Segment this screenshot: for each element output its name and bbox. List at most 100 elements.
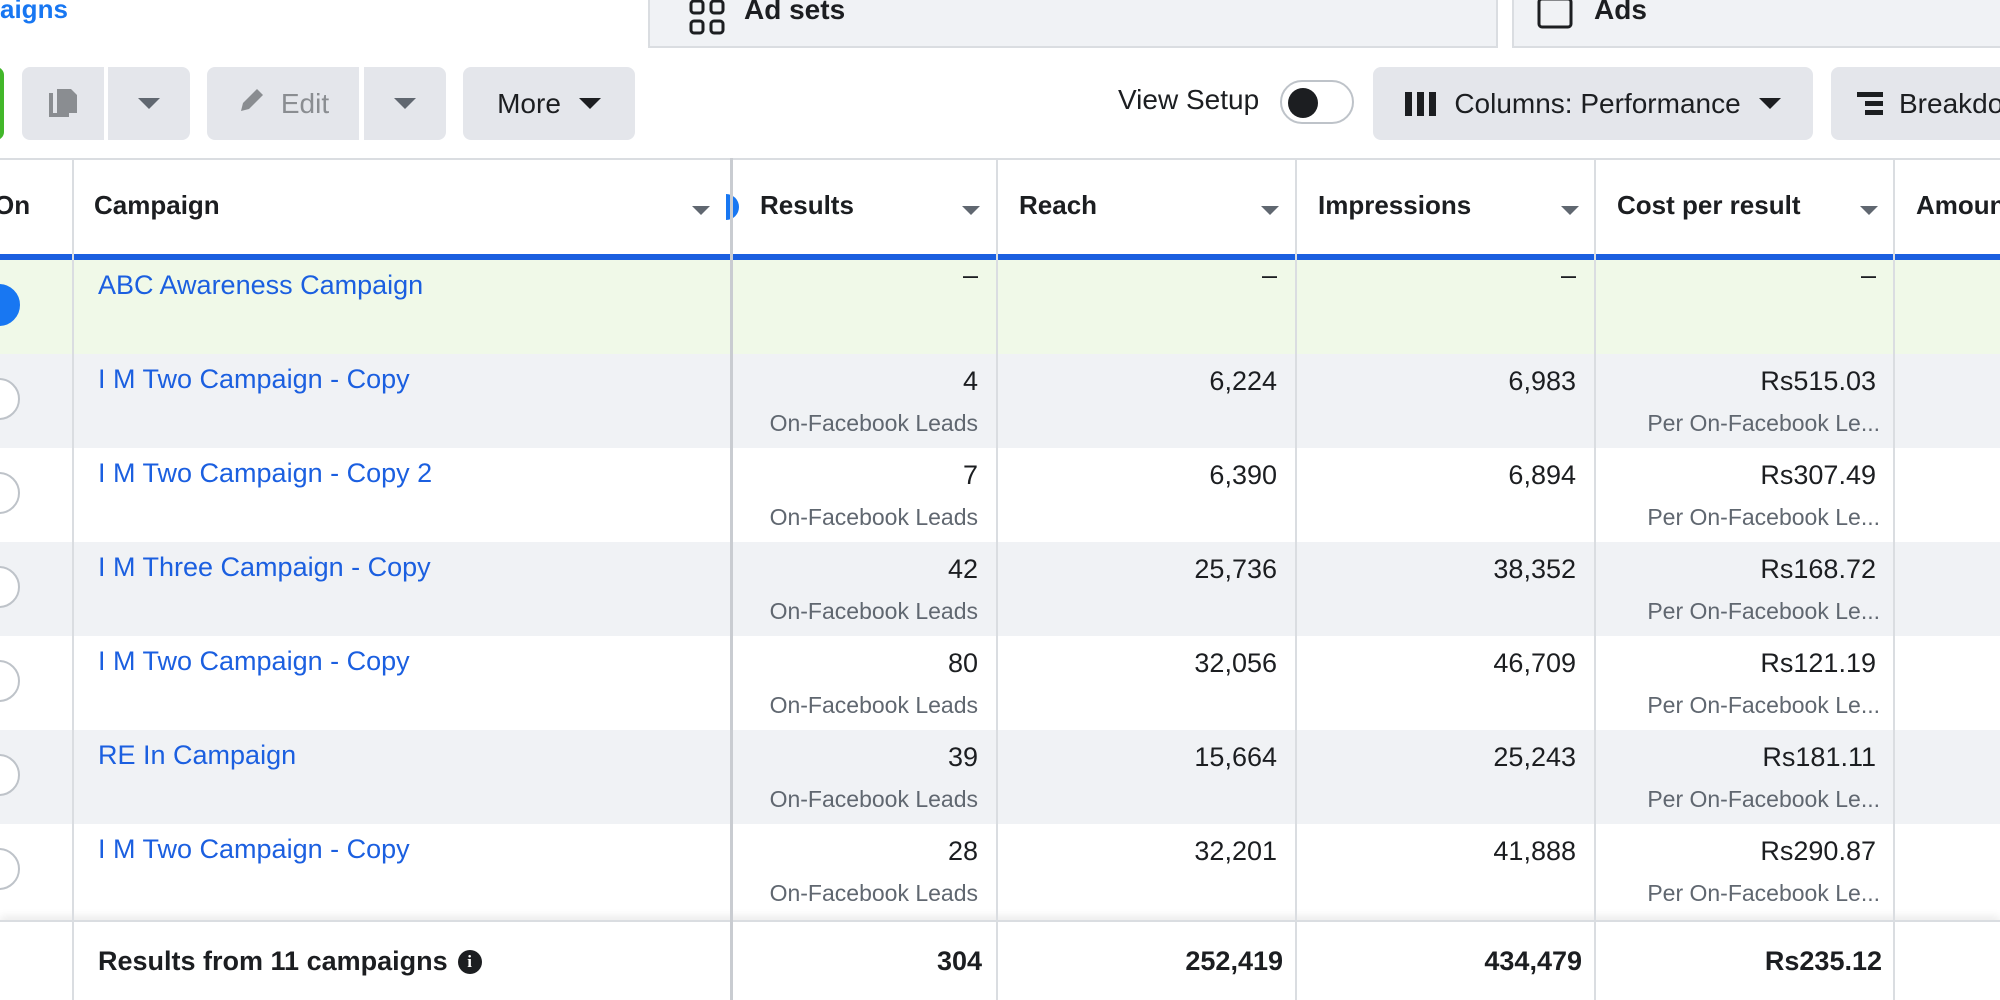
cost-type-label: Per On-Facebook Le... [1647,692,1880,718]
tab-campaigns[interactable]: aigns [0,0,68,24]
chevron-down-icon [394,98,416,109]
cost-per-result-value: Rs290.87 [1760,836,1876,866]
table-row[interactable]: I M Two Campaign - Copy 28 32,201 41,888 Rs2… [0,824,2000,918]
breakdown-button[interactable]: Breakdo [1831,67,2000,140]
campaign-name-link[interactable]: ABC Awareness Campaign [98,270,424,300]
tab-ad-sets[interactable]: Ad sets [648,0,1498,48]
footer-reach: 252,419 [1185,946,1283,976]
ads-icon [1536,0,1574,35]
campaign-name-link[interactable]: I M Two Campaign - Copy 2 [98,458,433,488]
footer-impressions: 434,479 [1484,946,1582,976]
tab-ads-label: Ads [1594,0,1647,25]
campaign-toggle[interactable] [0,566,20,608]
column-header-reach[interactable]: Reach [1019,190,1098,220]
column-header-cost-per-result[interactable]: Cost per result [1617,190,1801,220]
campaign-name-link[interactable]: RE In Campaign [98,740,297,770]
sort-caret-icon[interactable] [1261,206,1279,215]
results-value: 28 [947,836,978,866]
results-value: 39 [947,742,978,772]
campaigns-table: On Campaign Results Reach Impressions Co… [0,158,2000,1000]
campaign-name-link[interactable]: I M Two Campaign - Copy [98,646,410,676]
edit-label: Edit [280,87,330,119]
results-type-label: On-Facebook Leads [769,410,978,436]
duplicate-button[interactable] [22,67,104,140]
edit-dropdown-button[interactable] [364,67,446,140]
reach-value: 32,201 [1194,836,1277,866]
footer-summary: Results from 11 campaigns i [98,946,482,977]
footer-cost-per-result: Rs235.12 [1764,946,1882,976]
table-row[interactable]: RE In Campaign 39 15,664 25,243 Rs181.11 On-F… [0,730,2000,824]
view-setup-toggle[interactable] [1280,80,1354,124]
column-header-results[interactable]: Results [760,190,854,220]
columns-button[interactable]: Columns: Performance [1373,67,1813,140]
sort-caret-icon[interactable] [962,206,980,215]
table-row[interactable]: I M Two Campaign - Copy 4 6,224 6,983 Rs515.… [0,354,2000,448]
cost-per-result-value: Rs121.19 [1760,648,1876,678]
results-type-label: On-Facebook Leads [769,786,978,812]
duplicate-icon [45,83,81,124]
column-header-impressions[interactable]: Impressions [1318,190,1472,220]
results-type-label: On-Facebook Leads [769,692,978,718]
table-row[interactable]: I M Three Campaign - Copy 42 25,736 38,352 R… [0,542,2000,636]
cost-type-label: Per On-Facebook Le... [1647,598,1880,624]
cost-per-result-value: Rs168.72 [1760,554,1876,584]
cost-type-label: Per On-Facebook Le... [1647,880,1880,906]
table-footer [0,920,2000,1000]
table-row[interactable]: I M Two Campaign - Copy 2 7 6,390 6,894 Rs30… [0,448,2000,542]
cost-type-label: Per On-Facebook Le... [1647,786,1880,812]
footer-title: Results from 11 campaigns [98,946,448,976]
view-setup-label: View Setup [1118,84,1260,115]
sort-caret-icon[interactable] [692,206,710,215]
column-divider [1295,158,1297,1000]
duplicate-dropdown-button[interactable] [108,67,190,140]
column-divider [996,158,998,1000]
results-type-label: On-Facebook Leads [769,598,978,624]
breakdown-label: Breakdo [1899,87,2000,119]
campaign-name-link[interactable]: I M Two Campaign - Copy [98,364,410,394]
campaign-toggle[interactable] [0,660,20,702]
column-divider [730,158,733,1000]
results-value: 7 [962,460,978,490]
sort-caret-icon[interactable] [1561,206,1579,215]
reach-value: 6,390 [1209,460,1277,490]
campaign-name-link[interactable]: I M Three Campaign - Copy [98,552,431,582]
info-icon[interactable]: i [457,949,482,974]
more-button[interactable]: More [463,67,635,140]
cost-per-result-value: Rs515.03 [1760,366,1876,396]
results-type-label: On-Facebook Leads [769,880,978,906]
columns-icon [1405,91,1437,116]
edit-button[interactable]: Edit [207,67,359,140]
table-row[interactable]: ABC Awareness Campaign – – – – [0,260,2000,354]
column-header-amount-spent[interactable]: Amoun [1916,190,2000,220]
footer-results: 304 [936,946,982,976]
results-type-label: On-Facebook Leads [769,504,978,530]
reach-value: 6,224 [1209,366,1277,396]
impressions-value: 46,709 [1493,648,1576,678]
table-header: On Campaign Results Reach Impressions Co… [0,158,2000,257]
header-divider [0,254,2000,260]
campaign-toggle[interactable] [0,284,20,326]
table-row[interactable]: I M Two Campaign - Copy 80 32,056 46,709 Rs1… [0,636,2000,730]
chevron-down-icon [138,98,160,109]
campaign-name-link[interactable]: I M Two Campaign - Copy [98,834,410,864]
columns-label: Columns: Performance [1454,87,1741,119]
impressions-value: 6,983 [1508,366,1576,396]
tab-ads[interactable]: Ads [1512,0,2000,48]
column-header-on[interactable]: On [0,190,31,220]
cost-per-result-value: Rs307.49 [1760,460,1876,490]
sort-caret-icon[interactable] [1860,206,1878,215]
impressions-value: 6,894 [1508,460,1576,490]
campaign-toggle[interactable] [0,472,20,514]
chevron-down-icon [578,98,601,109]
campaign-toggle[interactable] [0,754,20,796]
column-header-campaign[interactable]: Campaign [94,190,220,220]
campaign-toggle[interactable] [0,378,20,420]
cost-type-label: Per On-Facebook Le... [1647,410,1880,436]
tab-ad-sets-label: Ad sets [744,0,846,25]
results-info-icon [726,194,740,225]
create-button[interactable] [0,67,4,140]
campaign-toggle[interactable] [0,848,20,890]
cost-per-result-value: Rs181.11 [1762,742,1876,772]
breakdown-icon [1857,92,1883,115]
results-value: 4 [962,366,978,396]
